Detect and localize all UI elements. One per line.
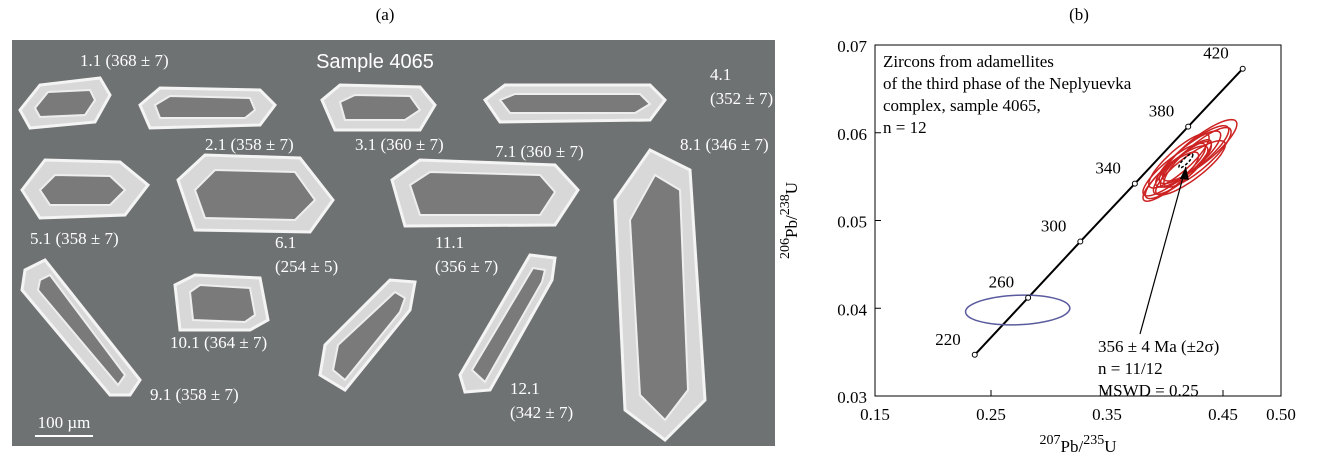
image-label: 6.1 (275, 233, 296, 252)
image-label: 2.1 (358 ± 7) (205, 135, 294, 154)
y-tick-label: 0.06 (837, 125, 867, 144)
cl-image: 100 µm Sample 4065 1.1 (368 ± 7) 2.1 (358… (12, 40, 775, 446)
concordia-age-point (1026, 295, 1031, 300)
image-label: 1.1 (368 ± 7) (80, 51, 169, 70)
y-tick-label: 0.05 (837, 213, 867, 232)
concordia-age-label: 340 (1095, 159, 1121, 178)
ylabel-part: 206 (778, 238, 793, 259)
x-tick-label: 0.50 (1266, 405, 1296, 424)
image-label: 8.1 (346 ± 7) (680, 135, 769, 154)
concordia-age-label: 420 (1203, 44, 1229, 63)
image-label: 7.1 (360 ± 7) (495, 142, 584, 161)
xlabel-part: 207 (1040, 433, 1061, 448)
figure: (a) 100 µm Sample 4065 1.1 (368 ± 7) 2.1 … (0, 0, 1331, 464)
image-label: (352 ± 7) (710, 89, 773, 108)
sample-label: Sample 4065 (316, 51, 434, 73)
concordia-age-point (1240, 66, 1245, 71)
image-label: 9.1 (358 ± 7) (150, 385, 239, 404)
image-label: (254 ± 5) (275, 257, 338, 276)
annotation: of the third phase of the Neplyuevka (883, 74, 1132, 93)
concordia-age-label: 300 (1041, 217, 1067, 236)
panel-a-title: (a) (376, 5, 395, 24)
image-label: 5.1 (358 ± 7) (30, 229, 119, 248)
result-text: MSWD = 0.25 (1098, 381, 1199, 400)
image-label: 12.1 (510, 379, 540, 398)
ylabel-part: U (782, 182, 801, 194)
image-label: 11.1 (435, 233, 464, 252)
image-label: (342 ± 7) (510, 403, 573, 422)
concordia-age-point (1132, 181, 1137, 186)
image-label: (356 ± 7) (435, 257, 498, 276)
image-label: 3.1 (360 ± 7) (355, 135, 444, 154)
xlabel-part: U (1104, 437, 1116, 456)
ylabel-part: Pb/ (782, 215, 801, 238)
annotation: complex, sample 4065, (883, 96, 1041, 115)
xlabel-part: Pb/ (1061, 437, 1084, 456)
y-tick-label: 0.07 (837, 37, 867, 56)
ylabel-label: 206Pb/238U (778, 182, 801, 259)
scale-bar-label: 100 µm (38, 413, 91, 432)
xlabel-part: 235 (1083, 433, 1104, 448)
image-label: 4.1 (710, 65, 731, 84)
concordia-age-label: 260 (989, 273, 1015, 292)
concordia-age-point (1078, 239, 1083, 244)
x-tick-label: 0.15 (860, 405, 890, 424)
panel-b-title: (b) (1069, 5, 1089, 24)
x-tick-label: 0.25 (976, 405, 1006, 424)
concordia-age-point (1186, 124, 1191, 129)
ylabel-part: 238 (778, 194, 793, 215)
annotation: Zircons from adamellites (883, 52, 1054, 71)
result-text: n = 11/12 (1098, 359, 1163, 378)
y-tick-label: 0.04 (837, 300, 867, 319)
concordia-age-label: 380 (1149, 102, 1175, 121)
x-tick-label: 0.35 (1092, 405, 1122, 424)
xlabel-label: 207Pb/235U (1040, 433, 1117, 456)
concordia-age-label: 220 (935, 330, 961, 349)
y-tick-label: 0.03 (837, 388, 867, 407)
image-label: 10.1 (364 ± 7) (170, 333, 267, 352)
result-arrow (1140, 167, 1186, 334)
x-tick-label: 0.45 (1208, 405, 1238, 424)
result-text: 356 ± 4 Ma (±2σ) (1098, 337, 1219, 356)
concordia-age-point (972, 352, 977, 357)
annotation: n = 12 (883, 118, 927, 137)
